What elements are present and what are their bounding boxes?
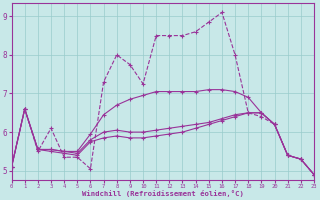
X-axis label: Windchill (Refroidissement éolien,°C): Windchill (Refroidissement éolien,°C) [82, 190, 244, 197]
